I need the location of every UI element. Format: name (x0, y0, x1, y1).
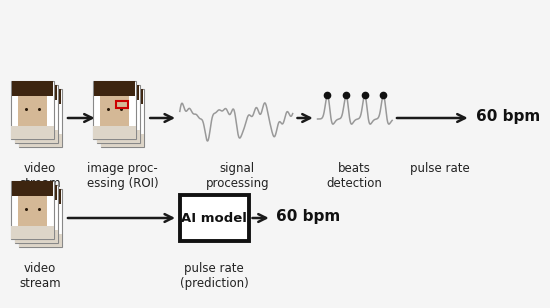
Bar (11, 181, 54, 239)
Bar (15, 85, 58, 143)
Bar (108, 103, 137, 134)
Bar (94, 81, 136, 139)
Bar (16, 85, 57, 99)
Text: beats
detection: beats detection (326, 162, 382, 190)
Bar (18, 196, 47, 226)
Bar (12, 81, 53, 95)
Bar (101, 89, 144, 147)
Bar (98, 85, 139, 99)
Bar (11, 81, 54, 139)
Bar (94, 81, 135, 95)
Bar (15, 130, 58, 143)
Bar (20, 189, 60, 204)
Bar (11, 226, 54, 239)
Text: 60 bpm: 60 bpm (476, 108, 541, 124)
Bar (20, 89, 60, 103)
Bar (19, 234, 62, 247)
Bar (15, 185, 58, 243)
Bar (104, 99, 133, 130)
Bar (94, 126, 136, 139)
Text: image proc-
essing (ROI): image proc- essing (ROI) (86, 162, 158, 190)
Text: AI model: AI model (182, 212, 247, 225)
Text: pulse rate
(prediction): pulse rate (prediction) (180, 262, 249, 290)
Bar (180, 195, 249, 241)
Bar (19, 89, 62, 147)
Bar (102, 89, 143, 103)
Text: video
stream: video stream (19, 162, 61, 190)
Bar (18, 95, 47, 126)
Bar (19, 189, 62, 247)
Bar (100, 95, 129, 126)
Bar (12, 181, 53, 196)
Bar (11, 126, 54, 139)
Text: video
stream: video stream (19, 262, 61, 290)
Text: 60 bpm: 60 bpm (277, 209, 340, 224)
Bar (25, 103, 55, 134)
Bar (15, 230, 58, 243)
Bar (97, 130, 140, 143)
Bar (19, 134, 62, 147)
Bar (101, 134, 144, 147)
Text: pulse rate: pulse rate (410, 162, 470, 175)
Bar (21, 99, 51, 130)
Bar (117, 101, 129, 107)
Text: signal
processing: signal processing (205, 162, 269, 190)
Bar (16, 185, 57, 200)
Bar (21, 200, 51, 230)
Bar (25, 204, 55, 234)
Bar (97, 85, 140, 143)
